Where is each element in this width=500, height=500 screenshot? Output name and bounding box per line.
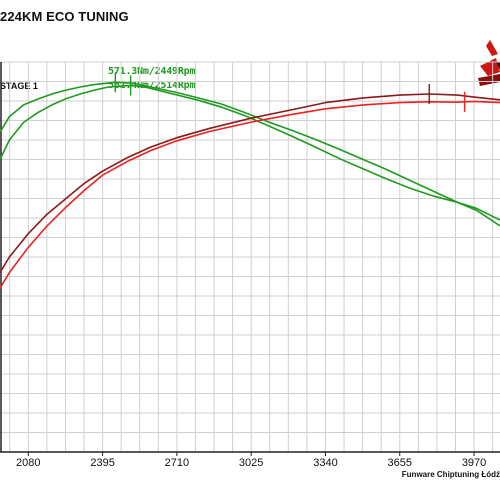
x-tick-label: 2080: [16, 457, 40, 469]
x-tick-label: 2710: [165, 457, 189, 469]
series-line-0: [0, 81, 500, 227]
legend-stage-label: STAGE 1: [0, 81, 38, 91]
x-tick-label: 3655: [388, 457, 412, 469]
x-tick-label: 3340: [313, 457, 337, 469]
annotation-peak-torque-2: 562.4Nm/2514Rpm: [108, 80, 196, 91]
annotation-peak-torque-1: 571.3Nm/2449Rpm: [108, 66, 196, 77]
series-line-1: [0, 84, 500, 221]
footer-credit: Funware Chiptuning Łódź: [401, 470, 500, 479]
series-line-2: [0, 93, 500, 274]
x-tick-label: 3970: [462, 457, 486, 469]
x-tick-label: 2395: [90, 457, 114, 469]
series-line-3: [0, 100, 500, 289]
chart-title: 224KM ECO TUNING: [0, 9, 129, 24]
x-tick-label: 3025: [239, 457, 263, 469]
